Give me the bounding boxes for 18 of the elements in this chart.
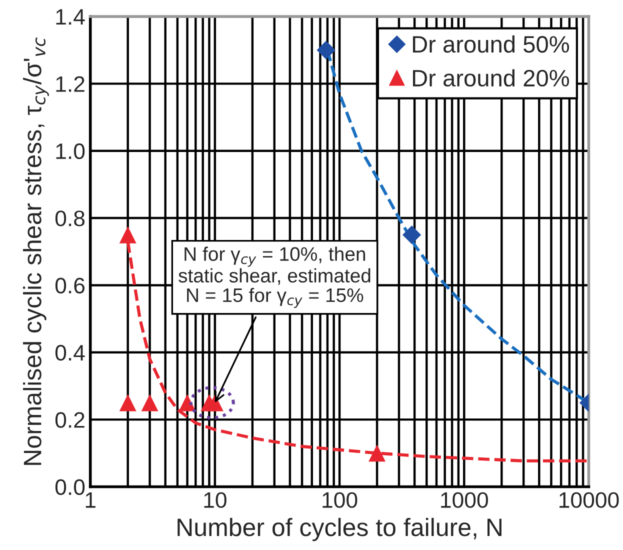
y-tick-label: 1.4	[56, 9, 85, 25]
y-tick-label: 0.2	[55, 412, 84, 428]
x-tick-label: 10	[204, 492, 226, 508]
y-tick-label: 0.8	[55, 210, 85, 226]
x-tick-label: 10000	[560, 492, 619, 508]
legend-label: Dr around 20%	[412, 69, 570, 87]
y-tick-label: 0.0	[55, 479, 85, 496]
y-tick-label: 0.6	[55, 278, 84, 294]
y-axis-title: Normalised cyclic shear stress, τ$_{cy}$/σ'$_{vc}$	[23, 37, 49, 465]
y-tick-label: 1.0	[56, 143, 85, 160]
legend-label: Dr around 50%	[412, 35, 570, 53]
y-tick-label: 1.2	[56, 76, 84, 92]
x-axis-title: Number of cycles to failure, N	[178, 518, 502, 542]
annotation: N for γ$_{cy}$ = 10%, then static shear, estimated N = 15 for γ$_{cy}$ = 15%	[178, 246, 370, 308]
x-tick-label: 1	[86, 492, 96, 508]
x-tick-label: 1000	[441, 492, 488, 508]
y-tick-label: 0.4	[55, 344, 85, 361]
x-tick-label: 100	[322, 492, 358, 508]
